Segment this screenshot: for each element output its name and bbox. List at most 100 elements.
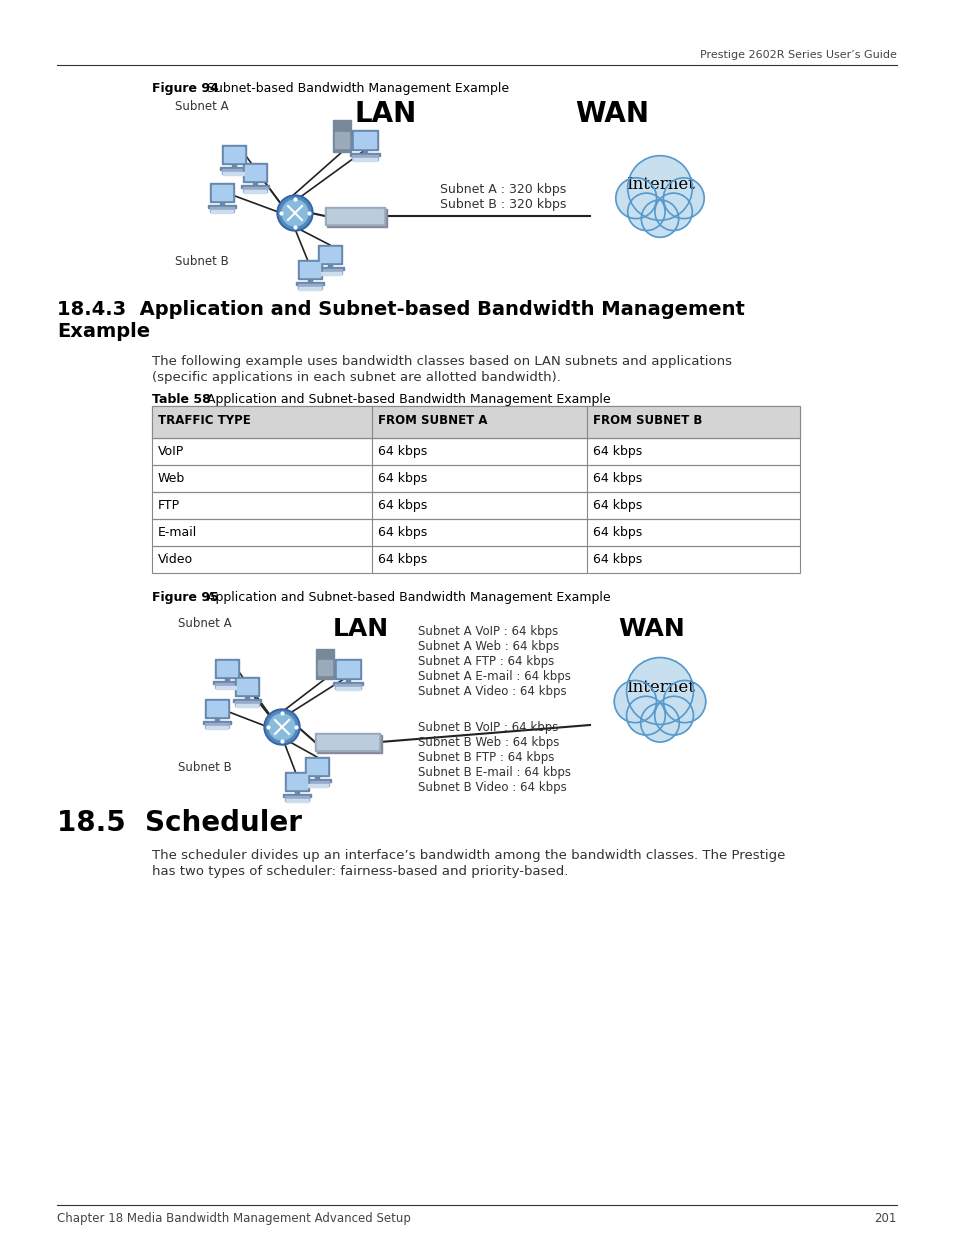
Bar	[327, 209, 382, 224]
Bar	[285, 772, 309, 790]
Bar	[306, 784, 328, 787]
Text: 64 kbps: 64 kbps	[377, 526, 427, 538]
Text: Figure 95: Figure 95	[152, 592, 218, 604]
Text: Subnet A FTP : 64 kbps: Subnet A FTP : 64 kbps	[417, 655, 554, 668]
Bar	[352, 156, 377, 161]
Bar	[214, 718, 219, 721]
Bar	[307, 760, 327, 774]
Bar	[283, 794, 311, 797]
Bar	[152, 546, 800, 573]
Bar	[317, 245, 341, 264]
Bar	[286, 799, 308, 802]
Bar	[235, 704, 257, 706]
Circle shape	[626, 657, 693, 725]
Text: Subnet B : 320 kbps: Subnet B : 320 kbps	[439, 198, 566, 211]
Bar	[210, 183, 233, 203]
Bar	[233, 699, 261, 701]
Circle shape	[278, 198, 311, 228]
Bar	[353, 158, 376, 161]
Text: 201: 201	[874, 1212, 896, 1225]
Circle shape	[264, 709, 299, 745]
Text: Subnet A Web : 64 kbps: Subnet A Web : 64 kbps	[417, 640, 558, 653]
Circle shape	[266, 711, 297, 743]
Text: VoIP: VoIP	[158, 445, 184, 458]
Text: Web: Web	[158, 472, 185, 485]
Text: LAN: LAN	[333, 618, 389, 641]
Text: The scheduler divides up an interface’s bandwidth among the bandwidth classes. T: The scheduler divides up an interface’s …	[152, 848, 784, 862]
Bar	[207, 701, 227, 716]
Bar	[208, 205, 235, 207]
Text: Subnet-based Bandwidth Management Example: Subnet-based Bandwidth Management Exampl…	[207, 82, 509, 95]
Bar	[352, 130, 377, 149]
Text: FROM SUBNET A: FROM SUBNET A	[377, 414, 487, 427]
Bar	[224, 147, 244, 162]
Text: Example: Example	[57, 322, 150, 341]
Text: WAN: WAN	[618, 618, 684, 641]
Circle shape	[282, 200, 308, 226]
Bar	[243, 186, 267, 191]
Text: Subnet B Video : 64 kbps: Subnet B Video : 64 kbps	[417, 781, 566, 794]
Bar	[327, 209, 387, 227]
Text: Subnet B E-mail : 64 kbps: Subnet B E-mail : 64 kbps	[417, 766, 571, 779]
Bar	[234, 701, 258, 706]
Circle shape	[640, 703, 679, 742]
Bar	[223, 172, 245, 175]
Text: 18.5  Scheduler: 18.5 Scheduler	[57, 809, 302, 837]
Bar	[205, 699, 229, 718]
Circle shape	[627, 156, 692, 220]
Bar	[297, 284, 322, 289]
Text: (specific applications in each subnet are allotted bandwidth).: (specific applications in each subnet ar…	[152, 370, 560, 384]
Text: Subnet A: Subnet A	[174, 100, 229, 112]
Bar	[317, 269, 341, 274]
Text: FROM SUBNET B: FROM SUBNET B	[593, 414, 701, 427]
Circle shape	[269, 714, 294, 740]
Bar	[253, 182, 256, 185]
Bar	[244, 190, 266, 193]
Bar	[315, 650, 334, 679]
Bar	[350, 153, 379, 156]
Text: 64 kbps: 64 kbps	[593, 445, 641, 458]
Circle shape	[654, 697, 693, 735]
Bar	[333, 120, 351, 152]
Bar	[305, 757, 329, 776]
Bar	[214, 683, 239, 688]
Text: Chapter 18 Media Bandwidth Management Advanced Setup: Chapter 18 Media Bandwidth Management Ad…	[57, 1212, 411, 1225]
Circle shape	[640, 200, 678, 237]
Bar	[243, 163, 267, 182]
Circle shape	[614, 680, 656, 722]
Bar	[285, 797, 309, 802]
Bar	[236, 679, 256, 694]
Bar	[336, 661, 358, 677]
Bar	[315, 267, 344, 270]
Bar	[303, 779, 331, 782]
Bar	[354, 132, 375, 148]
Bar	[325, 207, 385, 225]
Text: Subnet B FTP : 64 kbps: Subnet B FTP : 64 kbps	[417, 751, 554, 764]
Bar	[299, 262, 319, 277]
Bar	[317, 659, 332, 676]
Bar	[297, 261, 322, 279]
Bar	[152, 438, 800, 466]
Text: 64 kbps: 64 kbps	[377, 445, 427, 458]
Bar	[319, 247, 339, 262]
Bar	[335, 659, 360, 679]
Text: Prestige 2602R Series User’s Guide: Prestige 2602R Series User’s Guide	[700, 49, 896, 61]
Bar	[333, 682, 363, 685]
Text: Video: Video	[158, 553, 193, 566]
Text: Subnet A: Subnet A	[178, 618, 232, 630]
Bar	[220, 203, 224, 205]
Bar	[294, 790, 298, 794]
Text: 64 kbps: 64 kbps	[593, 553, 641, 566]
Text: 64 kbps: 64 kbps	[593, 499, 641, 513]
Circle shape	[663, 680, 705, 722]
Text: Internet: Internet	[625, 177, 694, 193]
Bar	[152, 466, 800, 492]
Text: Subnet B Web : 64 kbps: Subnet B Web : 64 kbps	[417, 736, 558, 748]
Bar	[241, 185, 269, 188]
Text: 64 kbps: 64 kbps	[377, 472, 427, 485]
Bar	[316, 735, 381, 753]
Bar	[298, 287, 320, 290]
Text: has two types of scheduler: fairness-based and priority-based.: has two types of scheduler: fairness-bas…	[152, 864, 568, 878]
Bar	[152, 492, 800, 519]
Bar	[152, 406, 800, 438]
